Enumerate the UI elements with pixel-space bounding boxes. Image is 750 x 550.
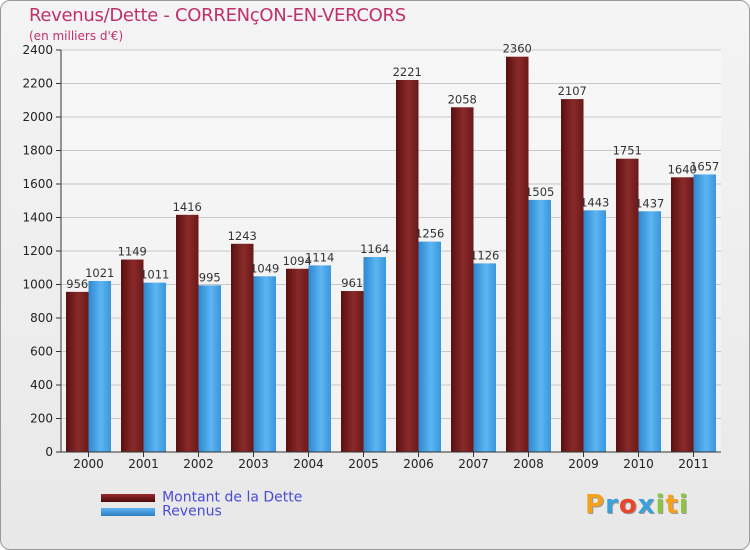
logo-letter: o: [618, 490, 638, 520]
x-tick-label: 2005: [348, 457, 379, 471]
x-tick-label: 2010: [623, 457, 654, 471]
y-tick-label: 1800: [22, 144, 53, 158]
x-tick-label: 2008: [513, 457, 544, 471]
x-tick-label: 2002: [183, 457, 214, 471]
legend-label-debt: Montant de la Dette: [162, 489, 303, 506]
logo-letter: P: [585, 490, 606, 520]
legend-item-debt: Montant de la Dette: [101, 487, 303, 506]
data-label-debt-2010: 1751: [613, 144, 642, 158]
bar-revenue-2004: [308, 265, 331, 452]
y-tick-label: 800: [30, 311, 53, 325]
data-label-revenue-2006: 1256: [415, 227, 444, 241]
data-label-debt-2003: 1243: [228, 229, 257, 243]
legend-item-revenue: Revenus: [101, 501, 222, 520]
logo-letter: r: [605, 490, 619, 520]
x-tick-label: 2007: [458, 457, 489, 471]
data-label-revenue-2011: 1657: [690, 159, 719, 173]
data-label-revenue-2005: 1164: [360, 242, 389, 256]
x-tick-label: 2009: [568, 457, 599, 471]
data-label-debt-2002: 1416: [173, 200, 202, 214]
logo-letter: x: [637, 490, 656, 520]
bar-debt-2000: [66, 291, 89, 452]
logo-letter: i: [678, 490, 689, 520]
legend-swatch-debt: [101, 493, 155, 502]
y-tick-label: 2000: [22, 110, 53, 124]
bar-debt-2001: [121, 259, 144, 452]
proxiti-logo: Proxiti: [585, 490, 689, 520]
x-axis-labels: 2000 2001 2002 2003 2004 2005 2006 2007 2008 2009…: [73, 452, 709, 471]
bar-revenue-2011: [693, 174, 716, 452]
y-tick-label: 2400: [22, 43, 53, 57]
bar-debt-2003: [231, 243, 254, 452]
bar-revenue-2008: [528, 199, 551, 452]
chart-subtitle: (en milliers d'€): [29, 29, 124, 43]
bar-debt-2004: [286, 268, 309, 452]
data-label-debt-2005: 961: [341, 276, 363, 290]
legend-label-revenue: Revenus: [162, 503, 222, 520]
logo-letter: i: [655, 490, 666, 520]
data-label-debt-2006: 2221: [393, 65, 422, 79]
data-label-revenue-2001: 1011: [140, 268, 169, 282]
logo-letter: t: [665, 490, 679, 520]
y-tick-label: 400: [30, 378, 53, 392]
bar-debt-2011: [671, 177, 694, 453]
y-tick-label: 1400: [22, 211, 53, 225]
data-label-revenue-2007: 1126: [470, 248, 499, 262]
y-tick-label: 0: [45, 445, 53, 459]
y-tick-label: 600: [30, 345, 53, 359]
bar-revenue-2007: [473, 263, 496, 452]
y-tick-label: 1600: [22, 177, 53, 191]
bar-debt-2009: [561, 99, 584, 452]
grid-lines: [56, 49, 721, 453]
chart-title: Revenus/Dette - CORRENçON-EN-VERCORS: [29, 5, 406, 26]
data-label-debt-2004: 1094: [283, 254, 312, 268]
data-label-revenue-2002: 995: [199, 270, 221, 284]
y-axis-labels: 0 200 400 600 800 1000 1200 1400 1600 1800 2000 220…: [22, 43, 53, 459]
bar-revenue-2010: [638, 211, 661, 452]
bars: [66, 56, 716, 453]
x-tick-label: 2006: [403, 457, 434, 471]
bar-revenue-2003: [253, 276, 276, 452]
data-label-revenue-2000: 1021: [85, 266, 114, 280]
data-label-revenue-2004: 1114: [305, 250, 334, 264]
x-tick-label: 2001: [128, 457, 159, 471]
bar-revenue-2005: [363, 257, 386, 452]
bar-revenue-2000: [88, 280, 111, 452]
data-label-revenue-2003: 1049: [250, 261, 279, 275]
data-label-revenue-2009: 1443: [580, 195, 609, 209]
data-label-debt-2011: 1640: [668, 162, 697, 176]
x-tick-label: 2000: [73, 457, 104, 471]
bar-debt-2008: [506, 56, 529, 452]
y-tick-label: 1200: [22, 244, 53, 258]
x-tick-label: 2004: [293, 457, 324, 471]
y-tick-label: 200: [30, 412, 53, 426]
bar-debt-2010: [616, 158, 639, 452]
bar-revenue-2001: [143, 282, 166, 452]
data-label-revenue-2008: 1505: [525, 185, 554, 199]
data-label-debt-2009: 2107: [558, 84, 587, 98]
bar-revenue-2006: [418, 241, 441, 452]
bar-revenue-2002: [198, 285, 221, 452]
bar-debt-2005: [341, 291, 364, 452]
x-tick-label: 2003: [238, 457, 269, 471]
data-label-debt-2000: 956: [66, 277, 88, 291]
bar-debt-2007: [451, 107, 474, 452]
data-label-debt-2008: 2360: [503, 42, 532, 56]
x-tick-label: 2011: [678, 457, 709, 471]
data-label-debt-2001: 1149: [118, 245, 147, 259]
bar-debt-2006: [396, 79, 419, 453]
data-label-debt-2007: 2058: [448, 92, 477, 106]
y-tick-label: 2200: [22, 77, 53, 91]
bar-revenue-2009: [583, 210, 606, 452]
legend-swatch-revenue: [101, 507, 155, 516]
y-tick-label: 1000: [22, 278, 53, 292]
data-label-revenue-2010: 1437: [635, 196, 664, 210]
bar-debt-2002: [176, 214, 199, 452]
